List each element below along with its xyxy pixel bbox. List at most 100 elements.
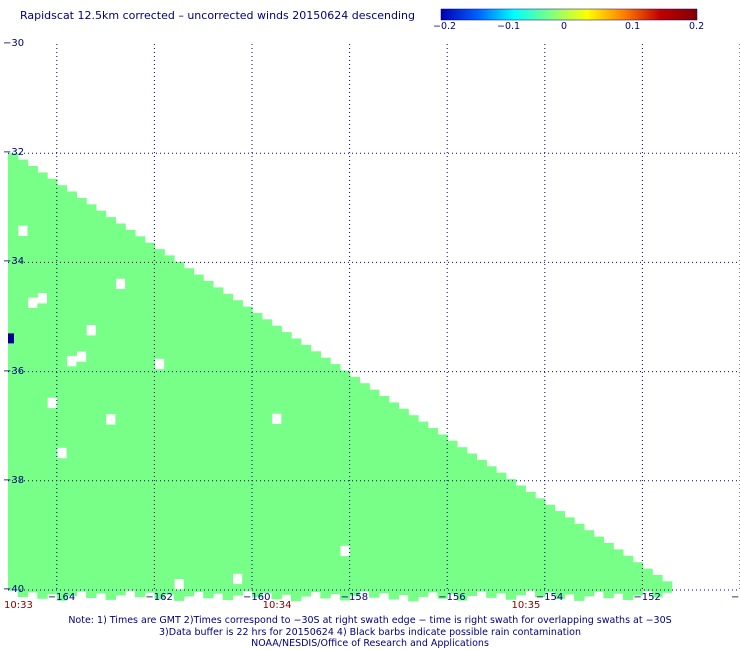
swath-cell: [242, 328, 253, 340]
swath-cell: [17, 454, 29, 466]
swath-cell: [378, 548, 390, 561]
swath-cell: [261, 406, 273, 419]
swath-cell: [183, 486, 195, 499]
swath-cell: [417, 530, 429, 543]
swath-cell: [105, 228, 116, 240]
swath-cell: [27, 187, 38, 200]
swath-cell: [408, 546, 419, 558]
swath-cell: [27, 176, 38, 189]
swath-cell: [574, 523, 585, 536]
swath-cell: [66, 486, 77, 498]
swath-cell: [203, 281, 214, 293]
swath-cell: [144, 308, 155, 320]
swath-cell: [173, 316, 185, 328]
swath-cell: [388, 500, 399, 513]
swath-cell: [95, 429, 107, 441]
swath-cell: [95, 221, 107, 234]
swath-cell: [154, 423, 165, 436]
swath-cell: [466, 453, 478, 465]
swath-cell: [330, 375, 341, 387]
swath-cell: [242, 557, 253, 570]
swath-cell: [213, 418, 224, 430]
swath-cell: [271, 511, 282, 523]
swath-cell: [213, 505, 224, 518]
swath-cell: [56, 185, 68, 197]
swath-cell: [252, 345, 263, 358]
swath-cell: [8, 186, 19, 198]
swath-cell: [408, 480, 419, 493]
swath-cell: [388, 511, 399, 524]
swath-cell: [56, 349, 68, 361]
x-tick-label: −162: [145, 592, 173, 603]
swath-cell: [86, 531, 97, 544]
swath-cell: [447, 451, 458, 464]
swath-cell: [291, 425, 302, 438]
swath-cell: [583, 541, 595, 553]
swath-cell: [27, 548, 38, 560]
swath-cell: [164, 550, 175, 562]
swath-cell: [378, 538, 390, 550]
swath-cell: [398, 561, 409, 574]
swath-cell: [8, 415, 19, 427]
swath-cell: [417, 443, 429, 455]
y-tick-label: −30: [3, 38, 25, 49]
swath-cell: [144, 373, 155, 386]
swath-cell: [437, 510, 448, 523]
swath-cell: [213, 342, 224, 354]
swath-cell: [56, 545, 68, 557]
swath-cell: [173, 589, 185, 601]
swath-cell: [486, 477, 497, 489]
swath-cell: [300, 530, 312, 542]
swath-cell: [398, 485, 409, 497]
swath-cell: [66, 366, 77, 378]
swath-cell: [291, 436, 302, 449]
swath-cell: [134, 290, 146, 303]
swath-cell: [8, 175, 19, 187]
swath-cell: [300, 421, 312, 433]
swath-cell: [232, 453, 243, 465]
swath-cell: [476, 514, 487, 526]
swath-cell: [593, 558, 604, 570]
swath-cell: [213, 363, 224, 376]
swath-cell: [281, 375, 292, 388]
swath-cell: [76, 329, 87, 341]
swath-cell: [95, 505, 107, 518]
swath-cell: [330, 396, 341, 409]
swath-cell: [320, 445, 331, 457]
swath-cell: [408, 415, 419, 427]
swath-cell: [447, 550, 458, 562]
swath-cell: [125, 350, 136, 362]
swath-cell: [242, 415, 253, 428]
swath-cell: [47, 233, 58, 245]
swath-cell: [417, 487, 429, 499]
swath-cell: [17, 509, 29, 521]
swath-cell: [8, 480, 19, 493]
swath-cell: [183, 519, 195, 531]
swath-cell: [144, 450, 155, 462]
swath-cell: [330, 495, 341, 507]
swath-cell: [66, 584, 77, 597]
swath-cell: [447, 528, 458, 540]
swath-cell: [476, 569, 487, 581]
swath-cell: [300, 475, 312, 488]
swath-cell: [222, 501, 234, 513]
swath-cell: [408, 524, 419, 536]
swath-cell: [408, 458, 419, 471]
swath-cell: [261, 581, 273, 593]
swath-cell: [466, 530, 478, 542]
swath-cell: [76, 449, 87, 461]
swath-cell: [271, 555, 282, 567]
swath-cell: [144, 319, 155, 331]
swath-cell: [8, 229, 19, 242]
swath-cell: [388, 544, 399, 556]
swath-cell: [86, 553, 97, 566]
swath-cell: [417, 476, 429, 488]
swath-cell: [222, 392, 234, 404]
swath-cell: [105, 380, 116, 393]
swath-cell: [56, 534, 68, 547]
swath-cell: [134, 356, 146, 368]
swath-cell: [525, 502, 536, 515]
swath-cell: [330, 364, 341, 376]
swath-cell: [173, 491, 185, 503]
swath-cell: [193, 536, 204, 549]
